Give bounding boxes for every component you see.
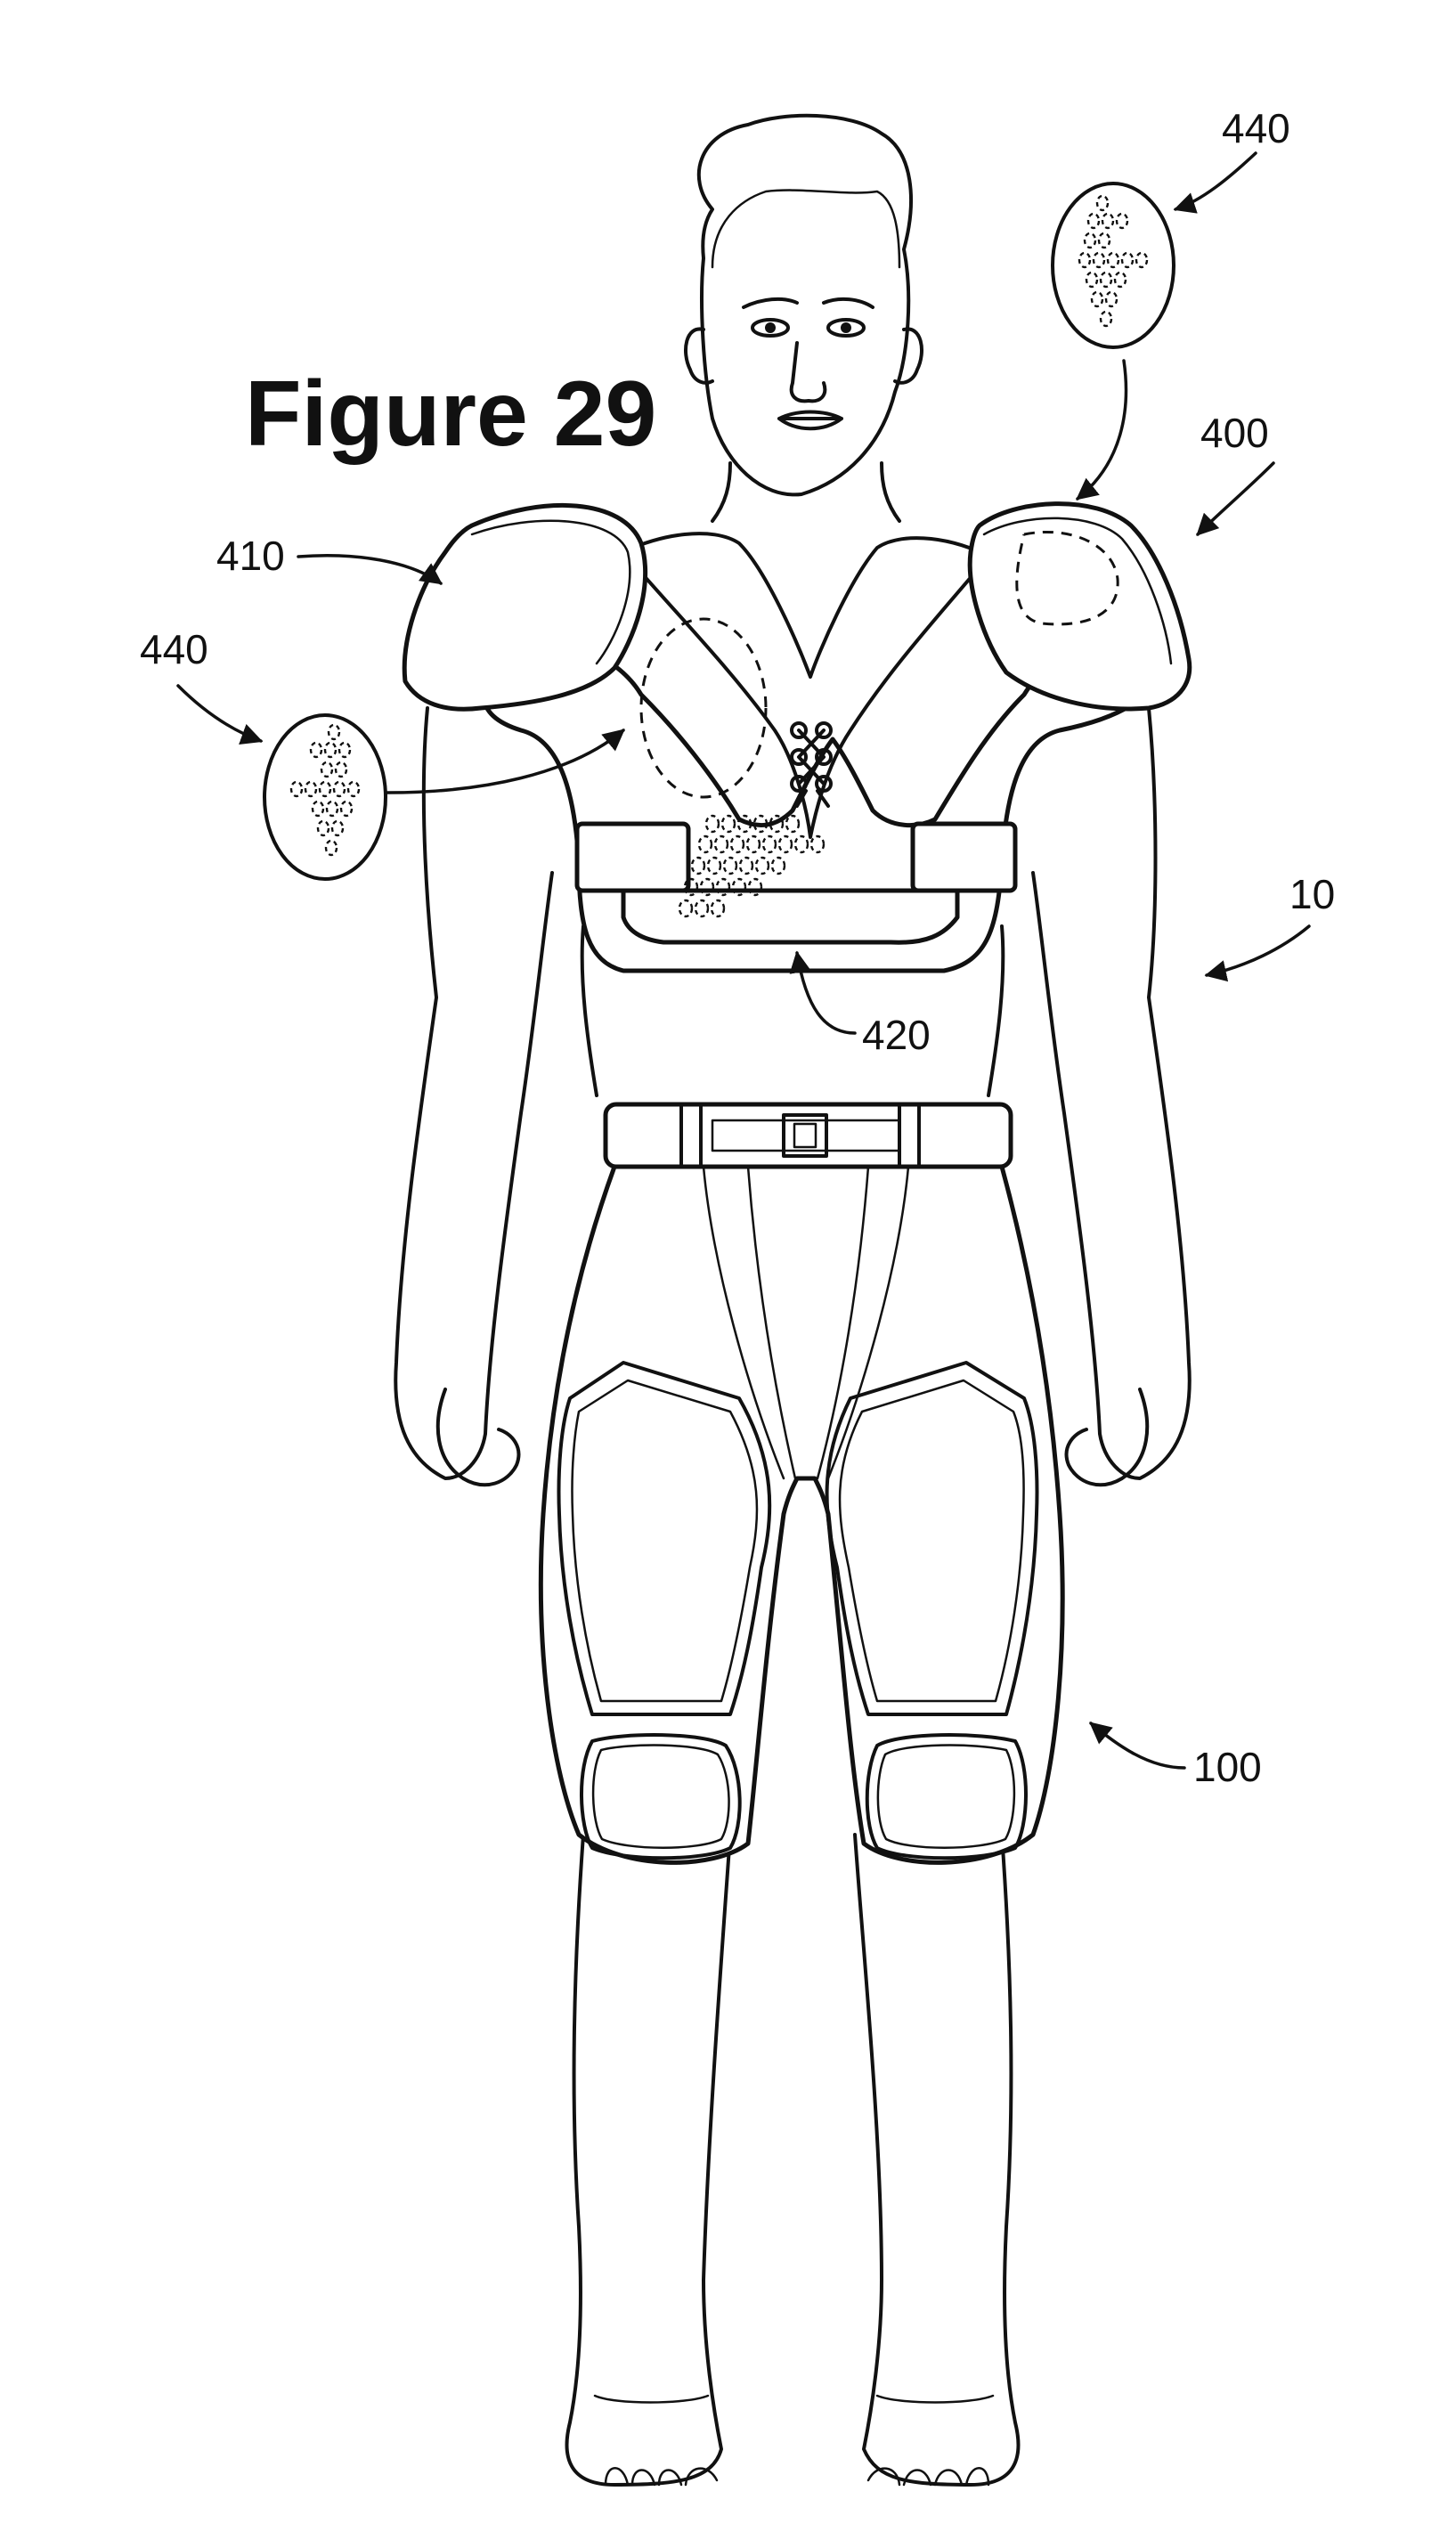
label-440-left: 440: [140, 626, 208, 672]
right-hand: [1067, 1389, 1148, 1485]
shoulder-cap-right: [970, 504, 1190, 709]
left-ear: [686, 329, 712, 382]
nose: [792, 343, 826, 401]
right-eyebrow: [824, 299, 873, 307]
girdle-assembly: [541, 1104, 1062, 1862]
pants-outline: [541, 1167, 1062, 1862]
torso-right: [988, 926, 1003, 1095]
right-lower-leg: [855, 1835, 1018, 2485]
left-pupil: [765, 322, 776, 333]
detached-pad-left: [264, 715, 386, 879]
left-arm: [395, 708, 552, 1478]
label-410: 410: [216, 533, 285, 579]
right-arm: [1033, 708, 1190, 1478]
left-eyebrow: [744, 299, 797, 307]
label-10: 10: [1289, 871, 1335, 917]
head-outline: [699, 116, 911, 495]
figure-title: Figure 29: [245, 362, 656, 466]
left-hand: [438, 1389, 519, 1485]
ankle-lines: [595, 2396, 993, 2403]
neck-right: [882, 463, 899, 521]
label-440-top: 440: [1222, 105, 1290, 151]
shoulder-pad-assembly: [404, 504, 1190, 971]
left-lower-leg: [567, 1835, 730, 2485]
mouth: [779, 412, 842, 429]
collar-opening: [623, 533, 988, 677]
hairline: [712, 191, 899, 267]
right-pupil: [841, 322, 851, 333]
neck-left: [712, 463, 730, 521]
label-420: 420: [862, 1012, 931, 1058]
detached-pad-top: [1053, 183, 1174, 347]
label-100: 100: [1193, 1744, 1262, 1790]
label-400: 400: [1200, 410, 1269, 456]
lower-chest-plate: [623, 891, 957, 942]
strap-right-end: [913, 824, 1015, 891]
strap-left-end: [577, 824, 688, 891]
